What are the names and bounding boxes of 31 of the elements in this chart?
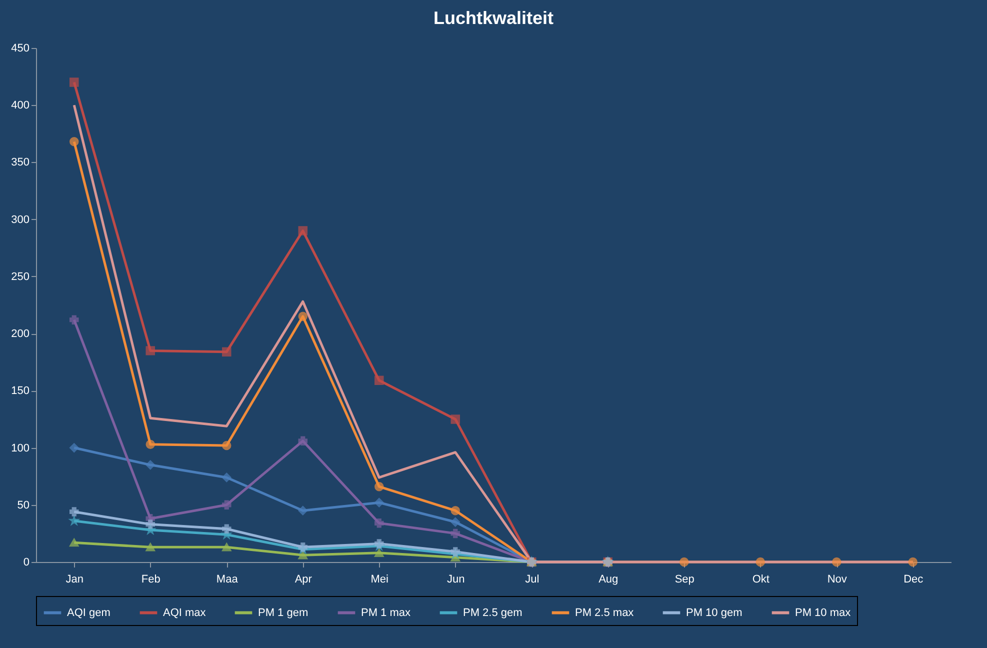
y-tick-label: 200 [11, 328, 30, 340]
x-tick-label: Jan [66, 574, 84, 586]
y-tick-label: 450 [11, 42, 30, 54]
y-tick-label: 400 [11, 100, 30, 112]
x-tick-label: Mei [370, 574, 388, 586]
legend-label: PM 2.5 gem [463, 606, 522, 619]
legend-label: PM 1 max [361, 606, 412, 619]
legend-label: AQI max [163, 606, 206, 619]
legend-label: PM 1 gem [258, 606, 308, 619]
x-tick-label: Feb [141, 574, 160, 586]
chart-title: Luchtkwaliteit [433, 8, 554, 28]
y-tick-label: 0 [23, 556, 30, 568]
y-tick-label: 350 [11, 156, 30, 169]
y-tick-label: 50 [17, 499, 30, 512]
x-tick-label: Jun [447, 574, 465, 586]
y-tick-label: 300 [11, 214, 30, 226]
x-tick-label: Dec [904, 574, 924, 586]
x-tick-label: Nov [827, 574, 848, 586]
x-tick-label: Jul [525, 574, 540, 586]
legend-label: PM 2.5 max [575, 606, 634, 619]
legend-label: AQI gem [67, 606, 110, 619]
x-tick-label: Sep [674, 574, 694, 586]
y-tick-label: 250 [11, 270, 30, 283]
y-tick-label: 100 [11, 442, 30, 454]
x-tick-label: Maa [216, 574, 239, 586]
x-tick-label: Apr [294, 574, 312, 586]
x-tick-label: Aug [598, 574, 618, 586]
x-tick-label: Okt [752, 574, 770, 586]
legend-label: PM 10 gem [686, 606, 742, 619]
y-tick-label: 150 [11, 385, 30, 398]
legend-label: PM 10 max [795, 606, 852, 619]
